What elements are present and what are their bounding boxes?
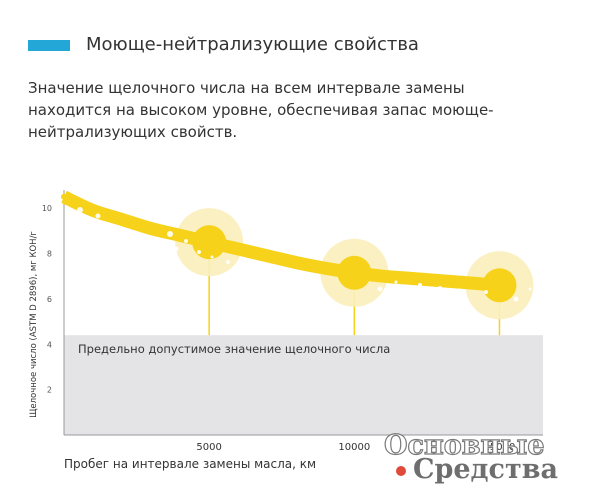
- decorative-bubble: [112, 227, 116, 231]
- x-tick-label: 15000: [484, 442, 516, 453]
- data-point: [467, 280, 474, 287]
- data-point: [264, 252, 271, 259]
- decorative-bubble: [418, 283, 422, 287]
- decorative-bubble: [250, 264, 254, 268]
- data-point: [61, 193, 67, 200]
- data-point: [409, 275, 416, 282]
- decorative-bubble: [266, 270, 270, 274]
- data-point: [90, 207, 97, 214]
- highlight-point: [482, 268, 517, 303]
- highlight-point: [192, 225, 227, 260]
- watermark-line1: Основные: [383, 429, 545, 461]
- x-tick-label: 5000: [196, 442, 221, 453]
- y-tick-label: 2: [47, 386, 52, 395]
- y-axis-label: Щелочное число (ASTM D 2896), мг КОН/г: [29, 231, 39, 418]
- decorative-bubble: [210, 255, 214, 259]
- x-axis-label: Пробег на интервале замены масла, км: [64, 457, 316, 471]
- data-point: [177, 232, 184, 239]
- y-tick-label: 10: [42, 204, 52, 213]
- decorative-bubble: [167, 231, 173, 237]
- section-title: Моюще-нейтрализующие свойства: [86, 34, 419, 55]
- decorative-bubble: [226, 260, 230, 264]
- description-text: Значение щелочного числа на всем интерва…: [28, 79, 494, 141]
- decorative-bubble: [458, 288, 462, 292]
- watermark-logo: Основные Средства: [383, 429, 584, 490]
- data-point: [235, 245, 242, 252]
- decorative-bubble: [184, 239, 188, 243]
- decorative-bubble: [173, 246, 179, 252]
- data-point: [380, 273, 387, 280]
- decorative-bubble: [394, 280, 398, 284]
- data-point: [438, 277, 445, 284]
- highlight-point: [337, 255, 372, 290]
- header-accent-bar: [28, 40, 70, 51]
- watermark-line2: Средства: [413, 454, 558, 485]
- y-tick-label: 6: [47, 295, 52, 304]
- decorative-bubble: [528, 287, 532, 291]
- decorative-bubble: [513, 296, 519, 302]
- decorative-bubble: [298, 273, 302, 277]
- watermark-dot: [396, 466, 406, 476]
- threshold-label: Предельно допустимое значение щелочного …: [78, 342, 390, 356]
- data-point: [148, 225, 155, 232]
- decorative-bubble: [77, 207, 83, 213]
- decorative-bubble: [484, 290, 488, 294]
- decorative-bubble: [438, 286, 442, 290]
- decorative-bubble: [95, 213, 101, 219]
- decorative-bubble: [197, 250, 201, 254]
- series-line: [61, 190, 500, 292]
- x-tick-label: 10000: [338, 442, 370, 453]
- data-point: [322, 265, 329, 272]
- decorative-bubble: [377, 286, 383, 292]
- threshold-zone: [64, 335, 543, 435]
- y-tick-label: 4: [47, 340, 52, 349]
- data-point: [119, 216, 126, 223]
- y-tick-label: 8: [47, 250, 52, 259]
- data-point: [293, 259, 300, 266]
